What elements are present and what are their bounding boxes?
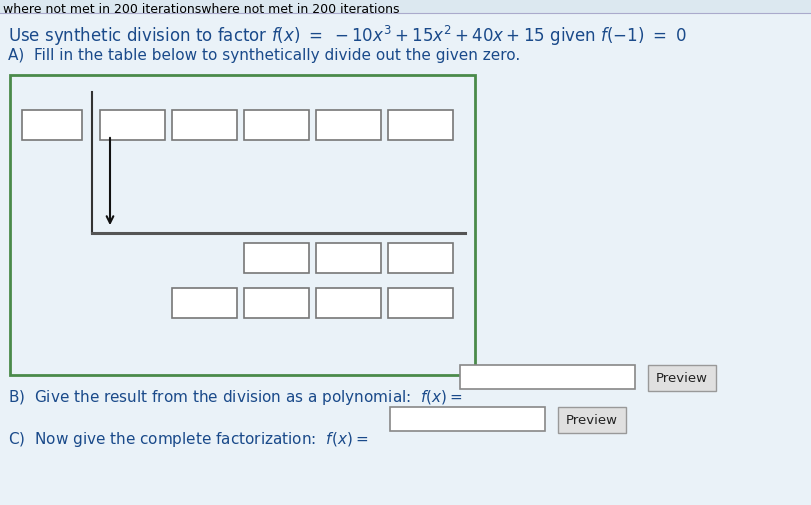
- Bar: [460, 365, 634, 389]
- Bar: [388, 243, 453, 274]
- Bar: [22, 111, 82, 141]
- Bar: [100, 111, 165, 141]
- Bar: [557, 407, 625, 433]
- FancyBboxPatch shape: [0, 14, 811, 505]
- Bar: [315, 111, 380, 141]
- Bar: [315, 243, 380, 274]
- Text: A)  Fill in the table below to synthetically divide out the given zero.: A) Fill in the table below to synthetica…: [8, 48, 520, 63]
- Text: B)  Give the result from the division as a polynomial:  $f(x) =$: B) Give the result from the division as …: [8, 387, 462, 406]
- Text: Preview: Preview: [655, 372, 707, 385]
- Bar: [389, 407, 544, 431]
- Bar: [172, 288, 237, 318]
- Bar: [243, 111, 309, 141]
- Bar: [388, 111, 453, 141]
- FancyBboxPatch shape: [10, 76, 474, 375]
- Bar: [243, 243, 309, 274]
- Bar: [172, 111, 237, 141]
- Bar: [647, 365, 715, 391]
- Text: where not met in 200 iterationswhere not met in 200 iterations: where not met in 200 iterationswhere not…: [3, 3, 399, 16]
- Bar: [388, 288, 453, 318]
- Text: Use synthetic division to factor $f(x)\ =\ -10x^3 + 15x^2 + 40x + 15$ given $f(-: Use synthetic division to factor $f(x)\ …: [8, 24, 685, 48]
- Text: C)  Now give the complete factorization:  $f(x) =$: C) Now give the complete factorization: …: [8, 429, 367, 448]
- Text: Preview: Preview: [565, 414, 617, 427]
- Bar: [243, 288, 309, 318]
- Bar: [315, 288, 380, 318]
